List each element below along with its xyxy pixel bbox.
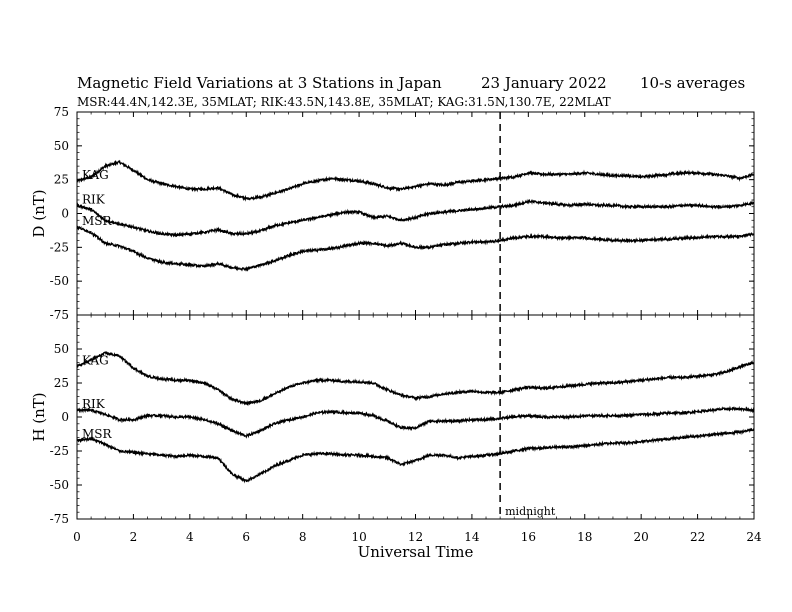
x-tick-label: 24 <box>746 530 762 544</box>
series-label-MSR-D: MSR <box>82 214 113 228</box>
y-tick-label-D: -75 <box>50 308 69 322</box>
y-tick-label-D: -50 <box>50 274 69 288</box>
series-line-MSR-H <box>76 427 755 484</box>
chart-title: Magnetic Field Variations at 3 Stations … <box>77 74 442 92</box>
series-line-MSR-D <box>76 225 755 272</box>
series-label-RIK-H: RIK <box>82 397 106 411</box>
x-tick-label: 0 <box>73 530 81 544</box>
series-line-RIK-H <box>76 405 755 439</box>
series-line-KAG-H <box>76 350 755 407</box>
y-tick-label-D: -25 <box>50 240 69 254</box>
x-tick-label: 14 <box>464 530 480 544</box>
series-label-MSR-H: MSR <box>82 427 113 441</box>
x-tick-label: 18 <box>577 530 592 544</box>
y-tick-label-D: 50 <box>54 139 69 153</box>
y-tick-label-D: 75 <box>54 105 69 119</box>
series-line-KAG-D <box>76 159 755 202</box>
y-tick-label-H: 50 <box>54 342 69 356</box>
series-line-RIK-D <box>76 198 755 238</box>
x-tick-label: 6 <box>242 530 250 544</box>
y-tick-label-D: 0 <box>61 207 69 221</box>
series-label-KAG-H: KAG <box>82 354 109 368</box>
panel-frame-D <box>76 111 755 316</box>
chart-date: 23 January 2022 <box>481 74 607 92</box>
x-tick-label: 16 <box>521 530 536 544</box>
averaging-label: 10-s averages <box>640 74 745 92</box>
x-tick-label: 20 <box>634 530 649 544</box>
y-tick-label-H: 25 <box>54 376 69 390</box>
x-axis-label: Universal Time <box>358 543 474 561</box>
y-tick-label-H: 0 <box>61 410 69 424</box>
x-tick-label: 10 <box>351 530 366 544</box>
y-tick-label-H: -50 <box>50 478 69 492</box>
station-info: MSR:44.4N,142.3E, 35MLAT; RIK:43.5N,143.… <box>77 95 611 109</box>
y-tick-label-H: -25 <box>50 444 69 458</box>
y-tick-label-H: -75 <box>50 512 69 526</box>
x-tick-label: 12 <box>408 530 423 544</box>
x-tick-label: 22 <box>690 530 705 544</box>
series-label-KAG-D: KAG <box>82 168 109 182</box>
midnight-label: midnight <box>505 505 556 518</box>
series-label-RIK-D: RIK <box>82 192 106 206</box>
x-tick-label: 4 <box>186 530 194 544</box>
x-tick-label: 2 <box>130 530 138 544</box>
x-tick-label: 8 <box>299 530 307 544</box>
plot-area: -75 -50 -25 0 25 50 75 D (nT) KAG RIK MSR -75 -50 -25… <box>30 105 762 561</box>
y-axis-label-D: D (nT) <box>30 189 48 237</box>
y-tick-label-D: 25 <box>54 173 69 187</box>
y-axis-label-H: H (nT) <box>30 392 48 441</box>
